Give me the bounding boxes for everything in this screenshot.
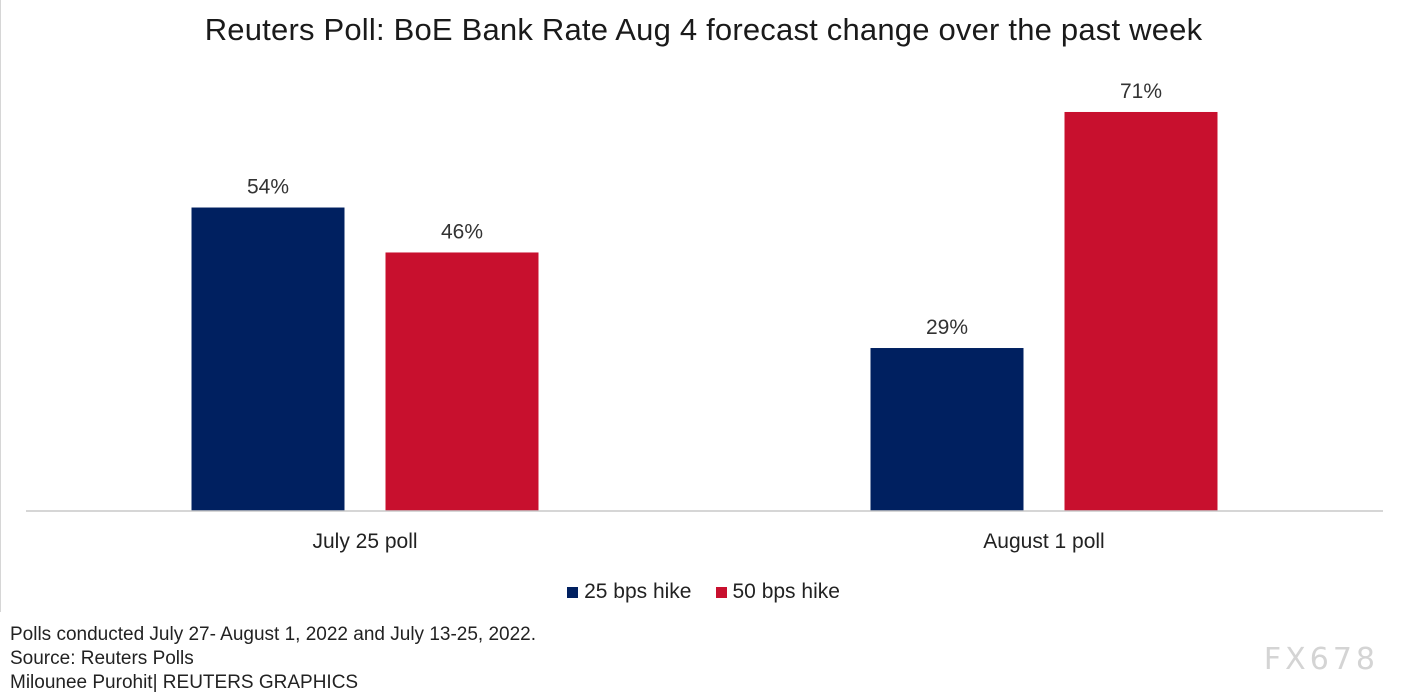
bar-50bps-aug1 bbox=[1064, 111, 1218, 511]
left-border-line bbox=[0, 0, 1, 612]
data-label-25bps-july25: 54% bbox=[247, 176, 289, 199]
bar-50bps-july25 bbox=[385, 252, 539, 512]
watermark-logo: FX678 bbox=[1263, 642, 1379, 677]
data-label-25bps-aug1: 29% bbox=[926, 316, 968, 339]
bar-25bps-aug1 bbox=[870, 348, 1024, 511]
legend-label-25bps: 25 bps hike bbox=[584, 580, 692, 603]
legend-label-50bps: 50 bps hike bbox=[732, 580, 840, 603]
legend-item-50bps: 50 bps hike bbox=[715, 580, 840, 604]
bar-25bps-july25 bbox=[191, 207, 345, 511]
data-label-50bps-aug1: 71% bbox=[1120, 80, 1162, 103]
footnote-polls: Polls conducted July 27- August 1, 2022 … bbox=[10, 624, 537, 645]
legend-item-25bps: 25 bps hike bbox=[567, 580, 692, 604]
chart-title: Reuters Poll: BoE Bank Rate Aug 4 foreca… bbox=[204, 12, 1203, 47]
footnote-source: Source: Reuters Polls bbox=[10, 648, 194, 669]
legend-swatch-25bps bbox=[567, 586, 579, 598]
footnote-credit: Milounee Purohit| REUTERS GRAPHICS bbox=[10, 672, 359, 693]
footnotes: Polls conducted July 27- August 1, 2022 … bbox=[10, 623, 536, 695]
data-label-50bps-july25: 46% bbox=[441, 220, 483, 243]
category-label-july25: July 25 poll bbox=[312, 530, 417, 553]
legend: 25 bps hike 50 bps hike bbox=[0, 580, 1407, 604]
legend-swatch-50bps bbox=[715, 586, 727, 598]
category-label-aug1: August 1 poll bbox=[983, 530, 1104, 553]
